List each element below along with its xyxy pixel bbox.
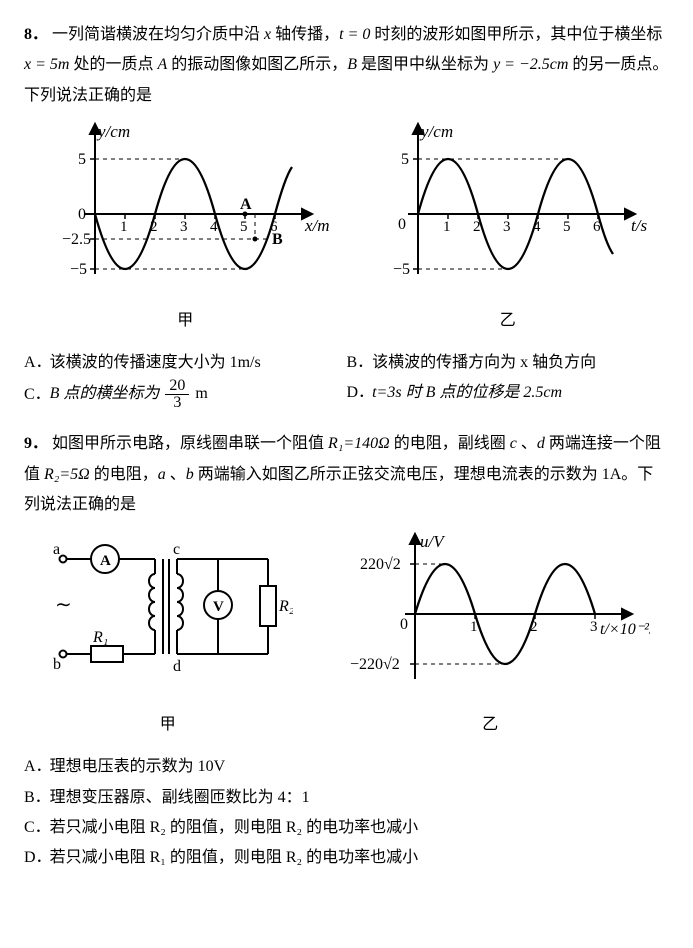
q8-fig1-caption: 甲: [40, 306, 330, 336]
svg-text:u/V: u/V: [420, 532, 446, 551]
q9-choice-a: A．理想电压表的示数为 10V: [24, 752, 669, 782]
svg-text:A: A: [100, 553, 111, 569]
svg-text:−5: −5: [70, 261, 87, 278]
q9-fig2: 220√2 0 −220√2 1 2 3 u/V t/×10⁻²s 乙: [330, 529, 650, 741]
svg-text:3: 3: [180, 219, 188, 235]
q9-number: 9．: [24, 435, 48, 452]
svg-text:V: V: [213, 599, 224, 615]
svg-text:0: 0: [78, 206, 86, 223]
q9-figures: a b c d A V ∼ R₁ R₂ 甲 220√2 0 −220√2: [24, 529, 669, 741]
svg-text:c: c: [173, 541, 180, 558]
q9-fig1-caption: 甲: [43, 710, 293, 740]
q9-fig1: a b c d A V ∼ R₁ R₂ 甲: [43, 529, 293, 741]
svg-text:y/cm: y/cm: [96, 122, 130, 141]
q8-choice-b: B．该横波的传播方向为 x 轴负方向: [347, 348, 670, 378]
q8-choice-a: A．该横波的传播速度大小为 1m/s: [24, 348, 347, 378]
svg-text:−220√2: −220√2: [350, 656, 400, 673]
q8-stem: 8． 一列简谐横波在均匀介质中沿 x 轴传播，t = 0 时刻的波形如图甲所示，…: [24, 20, 669, 111]
svg-text:3: 3: [503, 219, 511, 235]
svg-text:3: 3: [590, 619, 598, 635]
svg-text:−5: −5: [393, 261, 410, 278]
q8-figures: 5 0 −2.5 −5 1 2 3 4 5 6: [24, 119, 669, 336]
svg-text:0: 0: [398, 216, 406, 233]
svg-text:−2.5: −2.5: [62, 231, 91, 248]
svg-text:5: 5: [240, 219, 248, 235]
q8-choice-c: C．B 点的横坐标为 203 m: [24, 378, 347, 411]
svg-text:220√2: 220√2: [360, 556, 401, 573]
q8-fig2: 5 0 −5 1 2 3 4 5 6 y/cm t/s 乙: [363, 119, 653, 336]
q9-choice-c: C．若只减小电阻 R₂ 的阻值，则电阻 R₂ 的电功率也减小: [24, 813, 669, 843]
svg-text:y/cm: y/cm: [419, 122, 453, 141]
svg-text:t/s: t/s: [631, 216, 647, 235]
svg-text:5: 5: [401, 151, 409, 168]
svg-text:1: 1: [120, 219, 128, 235]
q9-choice-b: B．理想变压器原、副线圈匝数比为 4：1: [24, 783, 669, 813]
svg-text:A: A: [240, 196, 252, 213]
svg-text:0: 0: [400, 616, 408, 633]
q8-fig1: 5 0 −2.5 −5 1 2 3 4 5 6: [40, 119, 330, 336]
q9-choice-d: D．若只减小电阻 R₁ 的阻值，则电阻 R₂ 的电功率也减小: [24, 843, 669, 873]
q9-stem: 9． 如图甲所示电路，原线圈串联一个阻值 R₁=140Ω 的电阻，副线圈 c 、…: [24, 429, 669, 520]
svg-text:∼: ∼: [55, 594, 72, 616]
svg-text:5: 5: [78, 151, 86, 168]
q9-choices: A．理想电压表的示数为 10V B．理想变压器原、副线圈匝数比为 4：1 C．若…: [24, 752, 669, 874]
svg-text:b: b: [53, 656, 61, 673]
svg-text:d: d: [173, 658, 181, 675]
q8-choices: A．该横波的传播速度大小为 1m/s B．该横波的传播方向为 x 轴负方向 C．…: [24, 348, 669, 411]
q8-choice-d: D．t=3s 时 B 点的位移是 2.5cm: [347, 378, 670, 411]
q8-number: 8．: [24, 26, 48, 43]
svg-text:B: B: [272, 231, 283, 248]
q9-fig2-caption: 乙: [330, 710, 650, 740]
q8-fig2-caption: 乙: [363, 306, 653, 336]
svg-text:1: 1: [443, 219, 451, 235]
svg-text:R₂: R₂: [278, 598, 293, 615]
svg-text:a: a: [53, 541, 60, 558]
svg-text:5: 5: [563, 219, 571, 235]
svg-text:x/m: x/m: [304, 216, 330, 235]
svg-text:R₁: R₁: [92, 629, 108, 646]
svg-text:t/×10⁻²s: t/×10⁻²s: [600, 621, 650, 638]
